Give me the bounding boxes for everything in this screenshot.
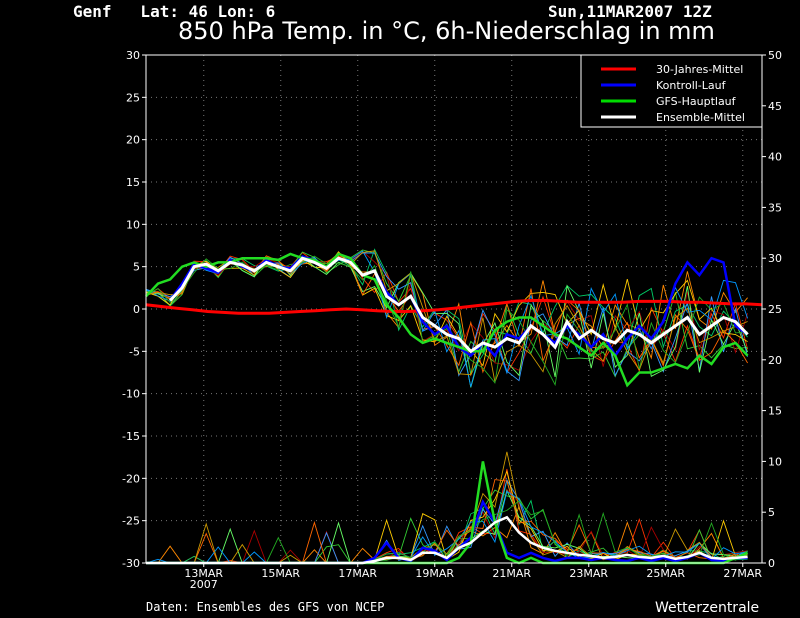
location-label: Genf Lat: 46 Lon: 6 (73, 2, 276, 21)
ensemble-member-precip-line (146, 479, 748, 564)
y-left-tick-label: 10 (126, 218, 140, 231)
brand-label: Wetterzentrale (655, 600, 760, 616)
chart-title: 850 hPa Temp. in °C, 6h-Niederschlag in … (178, 17, 715, 45)
ensemble-member-temp-line (145, 251, 749, 374)
y-right-tick-label: 15 (768, 405, 782, 418)
x-tick-label: 15MAR (261, 567, 300, 580)
y-left-tick-label: 30 (126, 49, 140, 62)
legend: 30-Jahres-Mittel Kontroll-Lauf GFS-Hauptla… (580, 54, 763, 128)
y-right-tick-label: 35 (768, 201, 782, 214)
x-year-label: 2007 (190, 578, 218, 591)
ensemble-member-precip-line (145, 490, 748, 564)
y-right-tick-label: 40 (768, 151, 782, 164)
y-left-tick-label: 5 (133, 261, 140, 274)
y-right-tick-label: 25 (768, 303, 782, 316)
x-tick-label: 17MAR (338, 567, 377, 580)
run-date-label: Sun,11MAR2007 12Z (548, 2, 712, 21)
legend-label: GFS-Hauptlauf (656, 95, 737, 108)
x-tick-label: 21MAR (492, 567, 531, 580)
ensemble-member-temp-line (145, 251, 748, 367)
data-source-label: Daten: Ensembles des GFS von NCEP (146, 600, 385, 614)
y-left-tick-label: 0 (133, 303, 140, 316)
y-left-tick-label: -25 (122, 515, 140, 528)
y-right-tick-label: 5 (768, 506, 775, 519)
ensemble-members (145, 248, 749, 564)
main-series (145, 252, 763, 565)
y-left-tick-label: -15 (122, 430, 140, 443)
ensemble-member-temp-line (145, 256, 749, 388)
y-left-tick-label: -5 (129, 345, 140, 358)
y-right-tick-label: 30 (768, 252, 782, 265)
y-right-tick-label: 45 (768, 100, 782, 113)
legend-box (580, 54, 763, 128)
y-left-tick-label: 25 (126, 91, 140, 104)
temp-line-30-year-mean (145, 299, 763, 315)
temp-line-gfs-hauptlauf (145, 252, 749, 388)
legend-label: Ensemble-Mittel (656, 111, 745, 124)
x-tick-label: 13MAR (184, 567, 223, 580)
y-right-tick-label: 10 (768, 455, 782, 468)
temp-line-ensemble-mittel (169, 256, 749, 354)
legend-label: Kontroll-Lauf (656, 79, 727, 92)
x-tick-label: 25MAR (646, 567, 685, 580)
y-left-tick-label: -30 (122, 557, 140, 570)
y-left-tick-label: 20 (126, 134, 140, 147)
y-left-tick-label: -20 (122, 472, 140, 485)
legend-label: 30-Jahres-Mittel (656, 63, 743, 76)
precip-line-ensemble-mittel (146, 515, 748, 565)
x-tick-label: 19MAR (415, 567, 454, 580)
y-left-tick-label: 15 (126, 176, 140, 189)
y-right-tick-label: 0 (768, 557, 775, 570)
precip-line-gfs-hauptlauf (146, 461, 749, 565)
x-tick-label: 27MAR (723, 567, 762, 580)
y-right-tick-label: 50 (768, 49, 782, 62)
axes: 302520151050-5-10-15-20-25-3050454035302… (122, 49, 782, 591)
y-right-tick-label: 20 (768, 354, 782, 367)
y-left-tick-label: -10 (122, 388, 140, 401)
x-tick-label: 23MAR (569, 567, 608, 580)
